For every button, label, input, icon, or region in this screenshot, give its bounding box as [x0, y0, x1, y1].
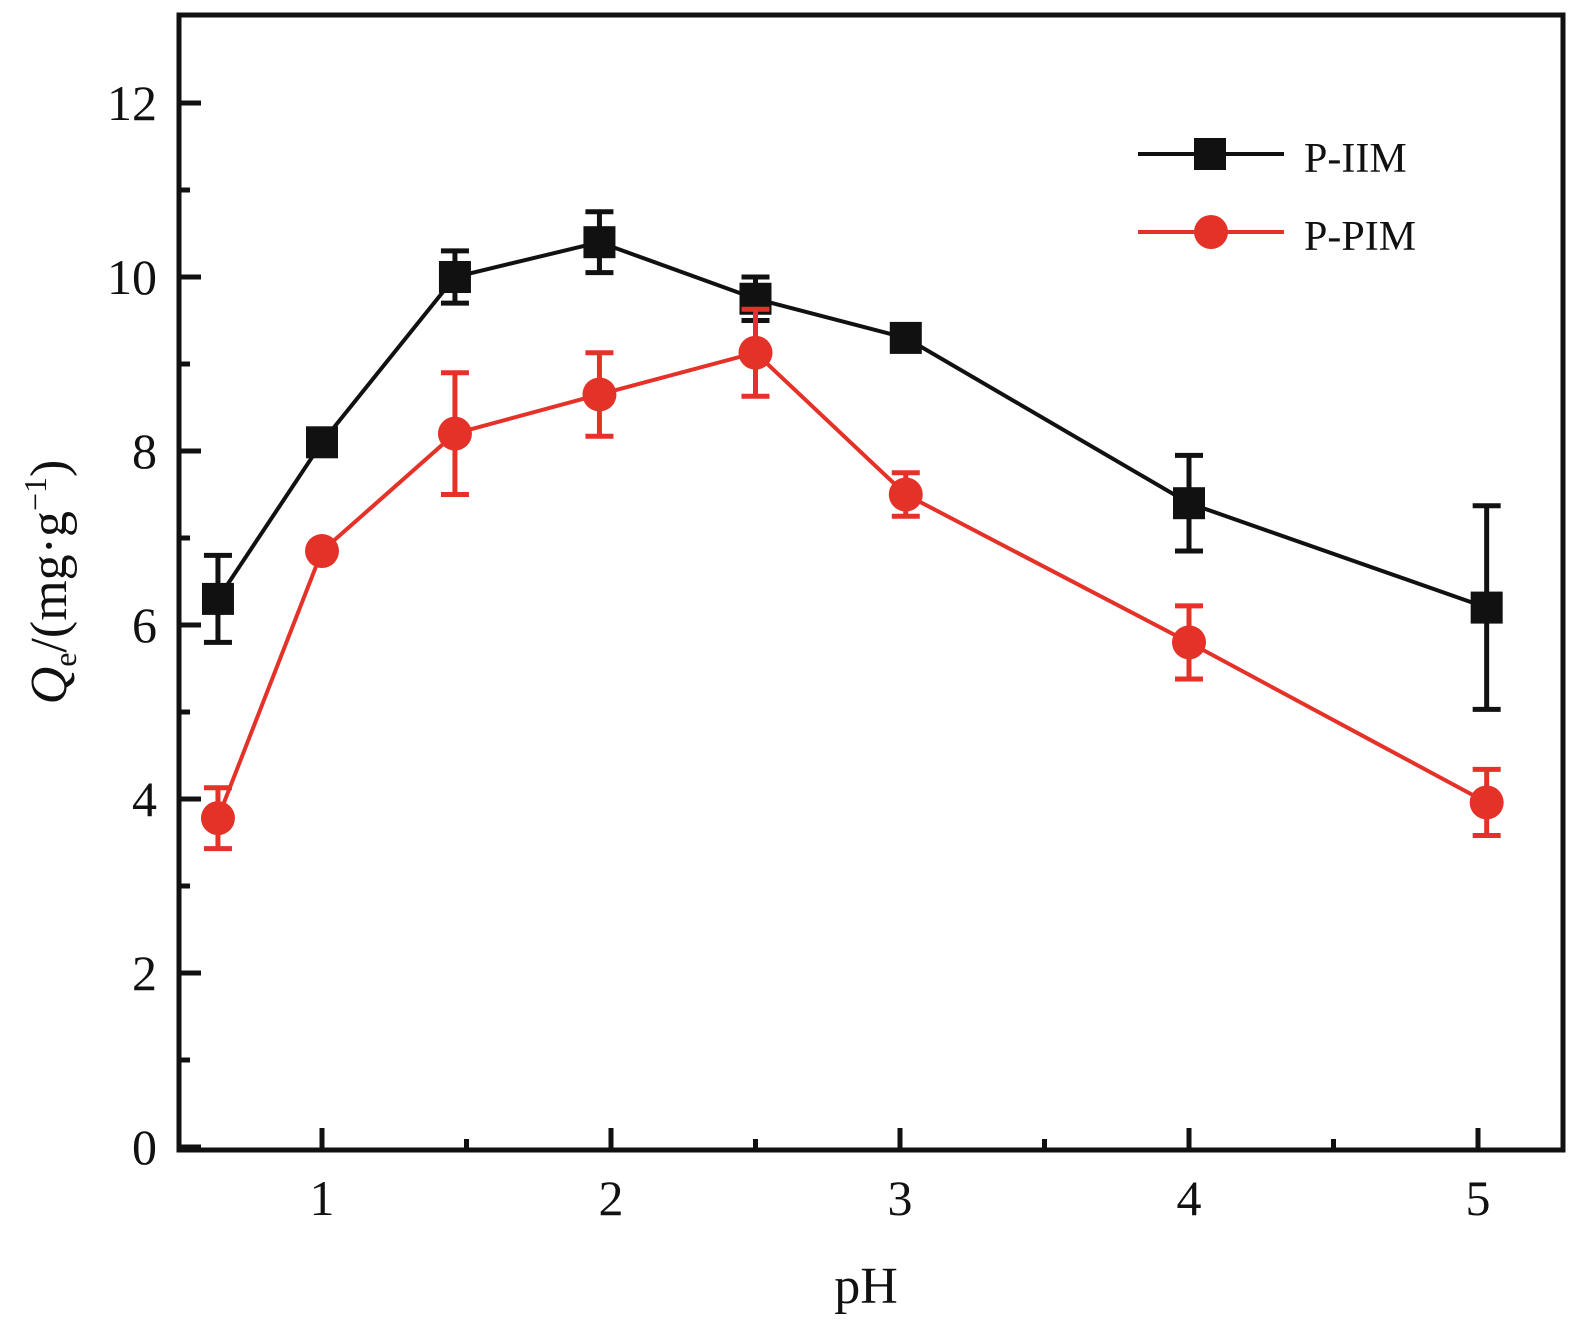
data-point-circle: [582, 377, 617, 412]
data-point-circle: [738, 335, 773, 370]
data-point-square: [306, 426, 338, 459]
data-point-circle: [305, 534, 339, 569]
data-point-circle: [888, 477, 923, 512]
data-point-square: [583, 226, 616, 259]
data-point-square: [889, 321, 922, 354]
axis-ticks: [179, 100, 1481, 1150]
x-tick-label: 4: [1177, 1170, 1202, 1226]
series-line-p-pim: [216, 350, 1488, 819]
series-p-pim: [200, 306, 1504, 852]
legend-label-p-pim: P-PIM: [1304, 214, 1416, 260]
plot-frame: [176, 12, 1566, 1153]
data-point-circle: [200, 801, 235, 836]
legend-marker-circle: [1194, 215, 1228, 249]
y-tick-label: 4: [132, 771, 157, 827]
x-tick-label: 1: [310, 1170, 335, 1226]
x-tick-label: 5: [1466, 1170, 1491, 1226]
data-point-square: [1173, 487, 1205, 520]
y-tick-label: 12: [107, 75, 157, 131]
y-tick-label: 10: [107, 249, 157, 305]
legend: P-IIM P-PIM: [1138, 136, 1416, 260]
data-point-circle: [437, 416, 472, 451]
legend-label-p-iim: P-IIM: [1304, 136, 1407, 182]
y-axis-superscript: −1: [17, 477, 53, 511]
x-tick-label: 2: [599, 1170, 624, 1226]
data-point-square: [438, 261, 471, 293]
plot-border: [176, 12, 1566, 1153]
x-axis-title: pH: [834, 1258, 898, 1315]
data-point-square: [201, 582, 234, 615]
data-point-circle: [1172, 625, 1206, 660]
series-p-iim: [201, 209, 1503, 712]
y-tick-label: 0: [132, 1119, 157, 1175]
y-tick-label: 8: [132, 423, 157, 479]
series-line-p-iim: [216, 240, 1488, 610]
y-axis-unit-prefix: /(mg·g: [21, 511, 78, 653]
data-point-square: [1470, 591, 1503, 624]
legend-item-p-iim: P-IIM: [1138, 136, 1407, 182]
y-axis-symbol: Q: [21, 667, 78, 705]
y-axis-title: Qe/(mg·g−1): [17, 460, 83, 705]
x-tick-label: 3: [888, 1170, 913, 1226]
y-tick-label: 6: [132, 597, 157, 653]
data-point-circle: [1469, 785, 1504, 820]
legend-item-p-pim: P-PIM: [1138, 214, 1416, 260]
y-axis-unit-suffix: ): [21, 460, 78, 477]
y-axis-subscript: e: [47, 653, 83, 667]
legend-marker-square: [1194, 138, 1226, 170]
data-series: [200, 209, 1504, 852]
y-tick-label: 2: [132, 945, 157, 1001]
